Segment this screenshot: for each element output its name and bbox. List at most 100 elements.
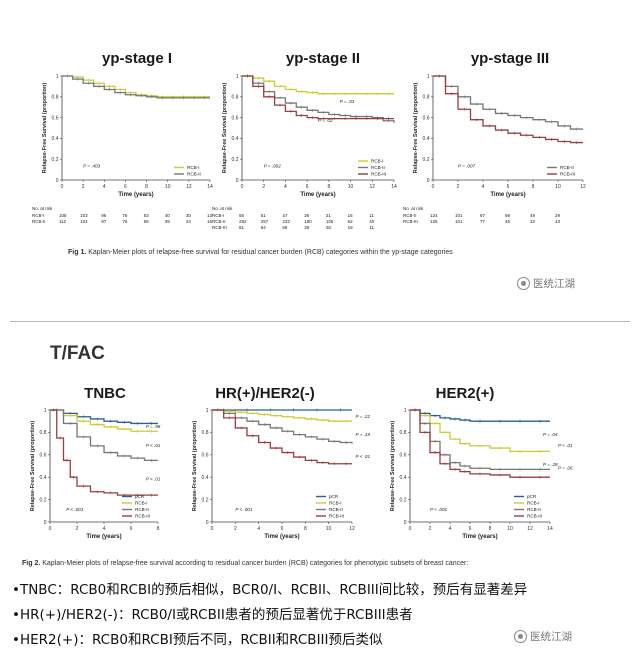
risk-cell: 76 xyxy=(122,213,128,218)
chart-title-tnbc: TNBC xyxy=(84,385,126,402)
legend-label-rcb-iii: RCB-III xyxy=(527,514,542,519)
y-tick-label: 0.4 xyxy=(52,136,59,142)
series-line-rcb-ii xyxy=(433,75,583,130)
risk-cell: 257 xyxy=(260,219,269,224)
risk-cell: 112 xyxy=(59,219,67,224)
y-tick-label: 0.4 xyxy=(232,136,239,142)
risk-table-title: No. at risk xyxy=(212,206,233,211)
risk-cell: 77 xyxy=(480,219,486,224)
series-line-pcr xyxy=(410,409,550,422)
p-value-label: P < .01 xyxy=(146,443,161,448)
y-tick-label: 0.2 xyxy=(202,497,209,503)
legend-label-pcr: pCR xyxy=(527,494,537,499)
risk-table-title: No. at risk xyxy=(403,206,424,211)
x-tick-label: 2 xyxy=(234,526,237,532)
x-tick-label: 0 xyxy=(211,526,214,532)
y-tick-label: 0.8 xyxy=(202,430,209,436)
y-tick-label: 0.6 xyxy=(202,453,209,459)
watermark-text: 医统江湖 xyxy=(533,278,575,290)
risk-row-label: RCB-II xyxy=(32,219,46,224)
risk-cell: 39 xyxy=(304,225,310,230)
y-tick-label: 1 xyxy=(427,74,430,80)
x-tick-label: 12 xyxy=(349,526,355,532)
legend-label-rcb-i: RCB-I xyxy=(135,501,148,506)
risk-cell: 40 xyxy=(164,213,170,218)
y-tick-label: 1 xyxy=(236,74,239,80)
wechat-icon xyxy=(517,277,530,290)
risk-cell: 124 xyxy=(430,213,438,218)
y-axis-label: Relapse-Free Survival (proportion) xyxy=(192,421,198,512)
risk-cell: 101 xyxy=(455,219,463,224)
x-tick-label: 10 xyxy=(507,526,513,532)
legend-label-rcb-iii: RCB-III xyxy=(560,172,575,177)
x-tick-label: 10 xyxy=(326,526,332,532)
risk-cell: 45 xyxy=(505,219,511,224)
risk-cell: 11 xyxy=(369,225,374,230)
x-tick-label: 4 xyxy=(103,184,106,190)
risk-cell: 29 xyxy=(555,213,561,218)
x-tick-label: 4 xyxy=(103,526,106,532)
p-value-label: P < .01 xyxy=(356,454,371,459)
risk-row-label: RCB-I xyxy=(32,213,45,218)
series-line-rcb-ii xyxy=(62,75,210,99)
x-tick-label: 12 xyxy=(580,184,586,190)
risk-cell: 49 xyxy=(530,213,536,218)
series-line-rcb-ii xyxy=(242,75,395,123)
risk-cell: 76 xyxy=(122,219,128,224)
y-axis-label: Relapse-Free Survival (proportion) xyxy=(30,421,36,512)
x-tick-label: 14 xyxy=(391,184,397,190)
wechat-icon xyxy=(514,630,527,643)
x-axis-label: Time (years) xyxy=(300,192,335,198)
risk-cell: 101 xyxy=(455,213,463,218)
y-tick-label: 0.6 xyxy=(52,115,59,121)
y-tick-label: 1 xyxy=(206,408,209,414)
chart-title-hr-her2: HR(+)/HER2(-) xyxy=(215,385,315,402)
x-tick-label: 12 xyxy=(186,184,192,190)
risk-cell: 62 xyxy=(347,219,353,224)
risk-cell: 51 xyxy=(260,213,266,218)
x-tick-label: 0 xyxy=(409,526,412,532)
figure-1-caption: Fig 1. Kaplan-Meier plots of relapse-fre… xyxy=(68,249,453,256)
p-value-label: P = .19 xyxy=(356,432,371,437)
risk-cell: 33 xyxy=(530,219,536,224)
figure-1-caption-prefix: Fig 1. xyxy=(68,249,87,256)
legend-label-rcb-ii: RCB-II xyxy=(187,172,201,177)
legend-label-rcb-i: RCB-I xyxy=(371,159,384,164)
p-value-label: P < .001 xyxy=(66,507,84,512)
figure-1-caption-text: Kaplan-Meier plots of relapse-free survi… xyxy=(88,249,453,256)
x-tick-label: 0 xyxy=(432,184,435,190)
x-tick-label: 10 xyxy=(165,184,171,190)
x-tick-label: 2 xyxy=(262,184,265,190)
legend-label-rcb-ii: RCB-II xyxy=(527,507,541,512)
legend-label-rcb-ii: RCB-II xyxy=(135,507,149,512)
y-tick-label: 0.2 xyxy=(40,497,47,503)
risk-cell: 58 xyxy=(143,219,149,224)
x-tick-label: 4 xyxy=(449,526,452,532)
legend-label-pcr: pCR xyxy=(135,494,145,499)
y-tick-label: 0 xyxy=(236,178,239,184)
section-label: T/FAC xyxy=(50,343,105,364)
x-tick-label: 8 xyxy=(304,526,307,532)
p-value-label: P < .01 xyxy=(146,477,161,482)
figure-2-caption: Fig 2. Kaplan-Meier plots of relapse-fre… xyxy=(22,560,468,567)
watermark-top: 医统江湖 xyxy=(517,276,575,291)
p-value-label: P = .28 xyxy=(543,462,558,467)
legend-label-rcb-iii: RCB-III xyxy=(329,514,344,519)
x-tick-label: 6 xyxy=(507,184,510,190)
y-tick-label: 0.8 xyxy=(40,430,47,436)
y-tick-label: 0.6 xyxy=(400,453,407,459)
y-tick-label: 1 xyxy=(44,408,47,414)
x-tick-label: 4 xyxy=(482,184,485,190)
y-axis-label: Relapse-Free Survival (proportion) xyxy=(222,83,228,174)
risk-cell: 55 xyxy=(239,213,245,218)
risk-cell: 28 xyxy=(325,225,331,230)
risk-cell: 19 xyxy=(347,225,353,230)
legend-label-rcb-i: RCB-I xyxy=(329,501,342,506)
risk-table-yp-stage-ii: No. at risk RCB-I 55 51 47 36 21 16 11 RCB-II 292 2… xyxy=(212,206,402,240)
bullet-hr-her2: •HR(+)/HER2(-)：RCB0/I或RCBII患者的预后显著优于RCBI… xyxy=(12,607,413,623)
y-tick-label: 0.6 xyxy=(40,453,47,459)
risk-cell: 13 xyxy=(555,219,561,224)
